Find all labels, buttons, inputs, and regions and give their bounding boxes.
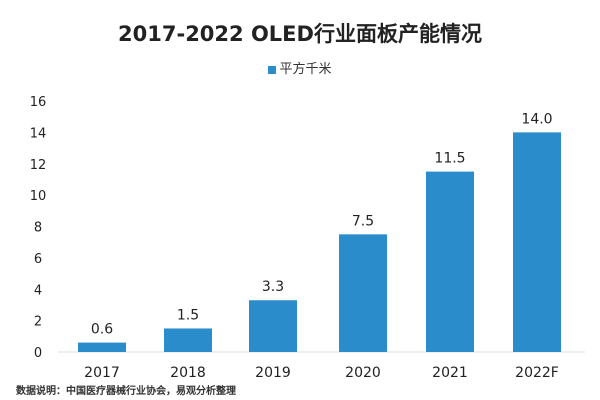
legend-swatch	[268, 65, 277, 74]
y-tick-label: 12	[30, 158, 47, 173]
y-tick-label: 6	[34, 252, 42, 267]
legend-label: 平方千米	[279, 62, 332, 77]
y-tick-label: 10	[30, 189, 47, 204]
data-label: 11.5	[434, 151, 465, 167]
y-tick-label: 2	[34, 315, 42, 330]
legend: 平方千米	[0, 58, 600, 77]
data-label: 3.3	[262, 279, 284, 295]
y-tick-label: 14	[30, 126, 47, 141]
x-tick-label: 2019	[255, 365, 291, 381]
x-tick-label: 2022F	[515, 365, 559, 381]
source-note: 数据说明：中国医疗器械行业协会，易观分析整理	[16, 386, 236, 397]
bar	[78, 342, 126, 352]
data-label: 7.5	[352, 213, 374, 229]
x-tick-label: 2018	[170, 365, 206, 381]
y-tick-label: 4	[34, 283, 42, 298]
x-tick-label: 2017	[84, 365, 120, 381]
bar	[249, 300, 297, 352]
y-tick-label: 8	[34, 221, 42, 236]
y-tick-label: 16	[30, 95, 47, 110]
data-label: 14.0	[521, 111, 552, 127]
bar	[339, 234, 387, 352]
chart-title: 2017-2022 OLED行业面板产能情况	[118, 22, 482, 46]
data-label: 0.6	[91, 322, 113, 338]
bar	[513, 132, 561, 352]
data-label: 1.5	[177, 307, 199, 323]
bar	[164, 328, 212, 352]
x-tick-label: 2020	[345, 365, 381, 381]
y-tick-label: 0	[34, 346, 42, 361]
bar	[426, 171, 474, 352]
x-tick-label: 2021	[432, 365, 468, 381]
